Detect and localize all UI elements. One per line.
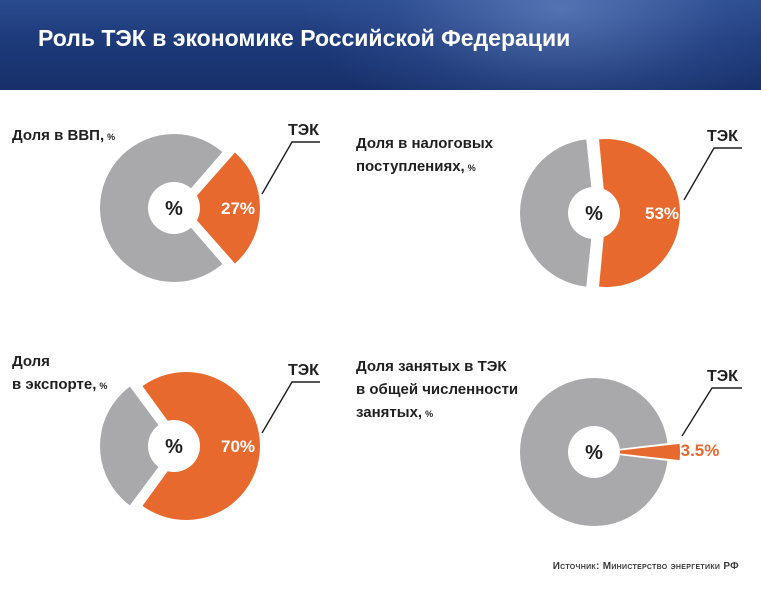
chart-1-title: Доля в ВВП,%	[12, 124, 115, 149]
header-banner: Роль ТЭК в экономике Российской Федераци…	[0, 0, 761, 90]
source-note: Источник: Министерство энергетики РФ	[552, 561, 739, 572]
chart-4-title: Доля занятых в ТЭК в общей численности з…	[356, 355, 518, 426]
chart-1-unit: %	[107, 132, 116, 142]
chart-2-leader-line	[683, 147, 742, 201]
chart-1-slice-tek	[186, 152, 260, 264]
chart-3-unit: %	[99, 381, 108, 391]
chart-2-title-line-1: Доля в налоговых	[356, 135, 493, 152]
chart-1-title-line-1: Доля в ВВП,	[12, 127, 105, 144]
chart-4-leader-line	[681, 387, 742, 437]
chart-4-title-line-2: в общей численности	[356, 381, 519, 398]
chart-1-center-hole	[148, 182, 200, 234]
chart-4-slice-tek	[606, 443, 680, 461]
chart-3-title-line-1: Доля	[12, 353, 50, 370]
header-sheen	[301, 0, 761, 90]
chart-1-value-label: 27%	[221, 199, 255, 218]
chart-2-unit: %	[467, 163, 476, 173]
chart-4-title-line-1: Доля занятых в ТЭК	[356, 358, 507, 375]
chart-4-value-label: 3.5%	[681, 441, 720, 460]
chart-4-center-hole	[568, 426, 620, 478]
chart-3-center-label: %	[165, 436, 183, 458]
chart-3-slice-tek	[142, 372, 261, 521]
chart-2-title: Доля в налоговых поступлениях,%	[356, 132, 493, 180]
chart-1-center-label: %	[165, 198, 183, 220]
chart-3-callout: ТЭК	[288, 362, 319, 379]
chart-2-center-hole	[568, 187, 620, 239]
chart-1-leader-line	[261, 141, 320, 195]
chart-2-center-label: %	[585, 203, 603, 225]
chart-3-value-label: 70%	[221, 437, 255, 456]
chart-4-unit: %	[425, 409, 434, 419]
chart-1-callout: ТЭК	[288, 122, 319, 139]
chart-2-value-label: 53%	[645, 204, 679, 223]
page-title: Роль ТЭК в экономике Российской Федераци…	[38, 25, 571, 51]
chart-3-center-hole	[148, 420, 200, 472]
chart-2-title-line-2: поступлениях,	[356, 158, 465, 175]
chart-2-slice-tek	[599, 139, 680, 287]
chart-2-callout: ТЭК	[707, 128, 738, 145]
chart-4-title-line-3: занятых,	[356, 404, 423, 421]
chart-3-title: Доля в экспорте,%	[12, 350, 107, 398]
chart-4-center-label: %	[585, 442, 603, 464]
chart-3-title-line-2: в экспорте,	[12, 376, 97, 393]
chart-3-leader-line	[261, 381, 320, 434]
chart-4-callout: ТЭК	[707, 368, 738, 385]
